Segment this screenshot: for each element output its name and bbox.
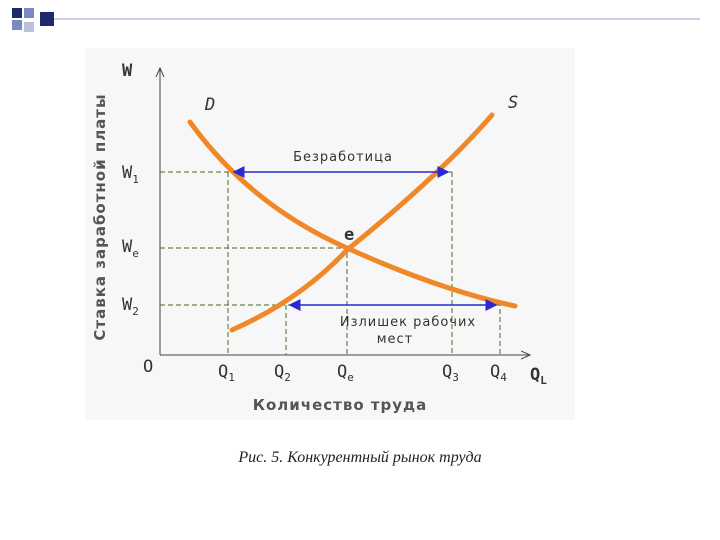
x-axis-label-base: Q	[530, 365, 540, 385]
x-tick-sub: 3	[452, 371, 459, 384]
y-tick-base: W	[122, 295, 133, 315]
supply-curve	[229, 112, 495, 333]
y-axis-title: Ставка заработной платы	[91, 93, 109, 340]
x-tick-sub: 4	[500, 371, 507, 384]
supply-label: S	[508, 93, 518, 113]
y-tick: We	[122, 237, 139, 260]
y-tick-base: W	[122, 237, 133, 257]
x-tick: Q2	[274, 362, 291, 384]
origin: O	[143, 357, 153, 377]
x-tick: Q1	[218, 362, 235, 384]
x-tick-base: Q	[218, 362, 228, 382]
surplus-label: мест	[377, 332, 414, 347]
x-axis-title: Количество труда	[253, 396, 428, 414]
x-axis-label-sub: L	[540, 374, 547, 387]
unemployment-label: Безработица	[293, 150, 393, 165]
x-tick-sub: e	[347, 371, 354, 384]
y-tick: W1	[122, 163, 139, 186]
y-tick-sub: 1	[132, 173, 139, 186]
y-axis-label: W	[122, 61, 133, 81]
x-tick-sub: 2	[284, 371, 291, 384]
x-tick: Q4	[490, 362, 507, 384]
x-tick: Qe	[337, 362, 354, 384]
x-tick-base: Q	[490, 362, 500, 382]
x-tick-base: Q	[442, 362, 452, 382]
demand-label: D	[204, 95, 215, 115]
x-tick-base: Q	[337, 362, 347, 382]
y-tick-base: W	[122, 163, 133, 183]
y-tick: W2	[122, 295, 139, 318]
y-tick-sub: e	[132, 247, 139, 260]
x-tick-sub: 1	[228, 371, 235, 384]
surplus-label: Излишек рабочих	[340, 315, 476, 330]
figure-bg	[85, 48, 575, 420]
equilibrium-label: e	[344, 225, 354, 245]
decoration	[12, 8, 700, 32]
diagram: W QL O W1 We W2 Q1 Q2 Qe Q3 Q4 D S e Без…	[91, 61, 547, 414]
x-axis-label: QL	[530, 365, 547, 387]
caption: Рис. 5. Конкурентный рынок труда	[237, 449, 481, 466]
x-tick: Q3	[442, 362, 459, 384]
x-tick-base: Q	[274, 362, 284, 382]
y-tick-sub: 2	[132, 305, 139, 318]
